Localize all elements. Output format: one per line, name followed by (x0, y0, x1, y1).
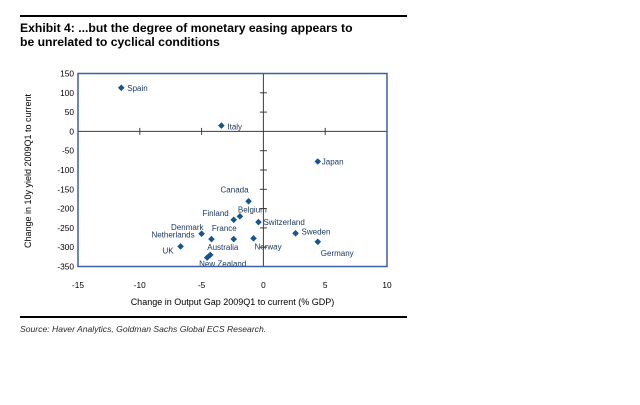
data-points (117, 84, 322, 261)
point-label-australia: Australia (207, 243, 239, 252)
y-tick-label-0: 0 (69, 126, 74, 136)
data-point-sweden (292, 230, 299, 237)
point-label-italy: Italy (227, 123, 242, 132)
point-labels: Spain Italy Japan Canada Finland Belgium Switz… (127, 84, 353, 269)
y-tick-label-50: 50 (65, 107, 75, 117)
data-point-canada (245, 197, 252, 205)
y-tick-label--50: -50 (62, 146, 74, 156)
y-tick-label--150: -150 (57, 184, 74, 194)
point-label-sweden: Sweden (302, 227, 331, 236)
data-point-france (230, 235, 238, 243)
x-tick-label-5: 5 (323, 280, 328, 290)
data-point-norway (250, 235, 257, 242)
top-rule (20, 15, 407, 17)
point-label-spain: Spain (127, 84, 147, 93)
x-tick-label--15: -15 (72, 280, 84, 290)
point-label-new-zealand: New Zealand (199, 260, 246, 269)
data-point-spain (117, 84, 125, 92)
exhibit-title-line1: Exhibit 4: ...but the degree of monetary… (20, 21, 353, 35)
y-tick-label--100: -100 (57, 165, 74, 175)
point-label-canada: Canada (221, 185, 250, 194)
x-tick-label--10: -10 (134, 280, 146, 290)
point-label-belgium: Belgium (238, 205, 267, 214)
y-tick-label-100: 100 (60, 88, 74, 98)
y-tick-label--250: -250 (57, 223, 74, 233)
x-tick-label--5: -5 (198, 280, 206, 290)
data-point-switzerland (255, 218, 262, 226)
data-point-australia (206, 251, 214, 259)
data-point-germany (314, 238, 322, 246)
point-label-denmark: Denmark (171, 223, 204, 232)
point-label-france: France (212, 224, 237, 233)
point-label-netherlands: Netherlands (151, 231, 194, 240)
y-tick-label--350: -350 (57, 262, 74, 272)
data-point-japan (314, 158, 322, 165)
y-tick-label--300: -300 (57, 242, 74, 252)
point-label-uk: UK (162, 246, 174, 255)
tick-labels: 150100500-50-100-150-200-250-300-350-15-… (57, 69, 392, 291)
y-tick-label-150: 150 (60, 69, 74, 79)
exhibit-title-line2: be unrelated to cyclical conditions (20, 35, 220, 49)
point-label-norway: Norway (255, 242, 282, 251)
tick-marks (139, 92, 326, 248)
x-axis-title: Change in Output Gap 2009Q1 to current (… (131, 297, 335, 307)
point-label-germany: Germany (321, 249, 354, 258)
data-point-denmark (208, 235, 215, 243)
x-tick-label-10: 10 (382, 280, 392, 290)
source-note: Source: Haver Analytics, Goldman Sachs G… (20, 324, 267, 334)
x-tick-label-0: 0 (261, 280, 266, 290)
bottom-rule (20, 316, 407, 318)
point-label-switzerland: Switzerland (263, 218, 304, 227)
data-point-uk (177, 243, 184, 250)
point-label-finland: Finland (202, 209, 228, 218)
data-point-italy (218, 122, 225, 129)
plot-frame (77, 72, 388, 268)
data-point-netherlands (198, 230, 205, 237)
data-point-belgium (236, 213, 244, 220)
exhibit-title: Exhibit 4: ...but the degree of monetary… (20, 21, 422, 49)
y-axis-title: Change in 10y yield 2009Q1 to current (23, 93, 33, 248)
data-point-finland (230, 216, 238, 224)
point-label-japan: Japan (322, 158, 344, 167)
y-tick-label--200: -200 (57, 204, 74, 214)
